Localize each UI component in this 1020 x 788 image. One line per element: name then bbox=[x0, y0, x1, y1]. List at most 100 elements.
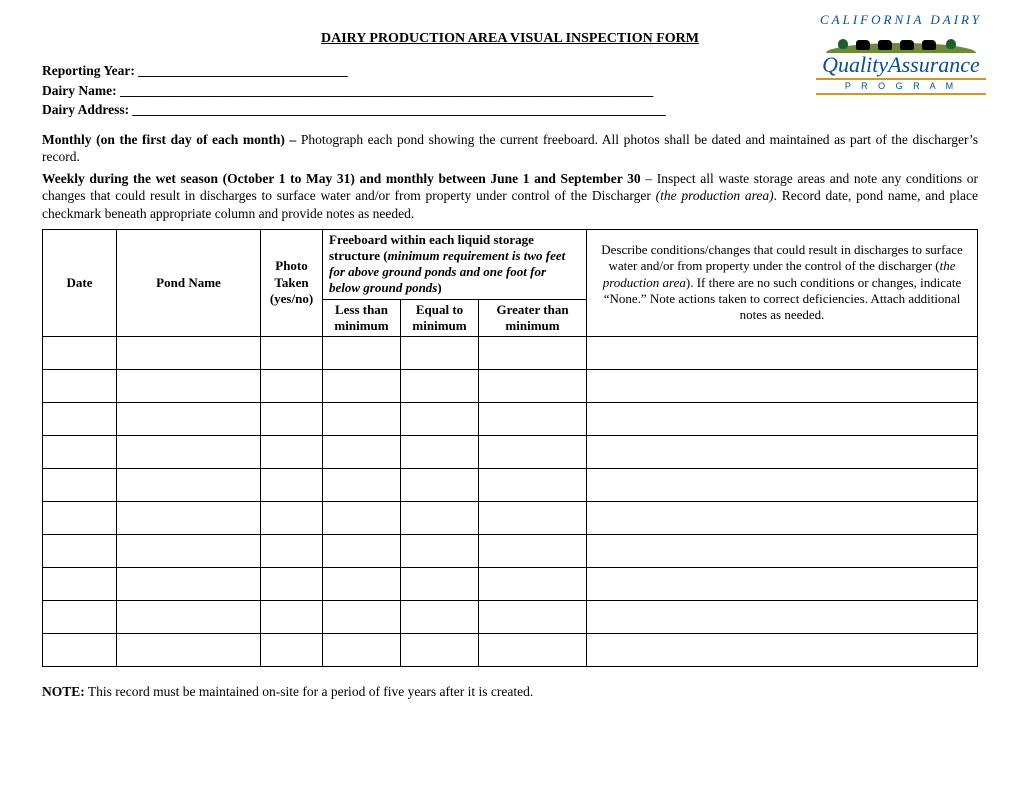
col-less: Less thanminimum bbox=[323, 299, 401, 337]
table-cell[interactable] bbox=[401, 568, 479, 601]
table-cell[interactable] bbox=[117, 634, 261, 667]
table-cell[interactable] bbox=[587, 469, 978, 502]
dairy-name-label: Dairy Name: bbox=[42, 83, 117, 98]
table-cell[interactable] bbox=[261, 502, 323, 535]
table-cell[interactable] bbox=[587, 370, 978, 403]
instructions-weekly: Weekly during the wet season (October 1 … bbox=[42, 170, 978, 223]
table-cell[interactable] bbox=[117, 601, 261, 634]
table-cell[interactable] bbox=[261, 337, 323, 370]
instructions-monthly-bold: Monthly (on the first day of each month)… bbox=[42, 132, 301, 147]
table-cell[interactable] bbox=[117, 370, 261, 403]
table-cell[interactable] bbox=[401, 469, 479, 502]
table-cell[interactable] bbox=[401, 370, 479, 403]
table-cell[interactable] bbox=[479, 568, 587, 601]
logo-illustration bbox=[816, 31, 986, 53]
table-cell[interactable] bbox=[587, 634, 978, 667]
table-cell[interactable] bbox=[587, 568, 978, 601]
table-cell[interactable] bbox=[401, 535, 479, 568]
table-cell[interactable] bbox=[401, 601, 479, 634]
table-cell[interactable] bbox=[261, 535, 323, 568]
table-cell[interactable] bbox=[261, 601, 323, 634]
table-row bbox=[43, 337, 978, 370]
logo: CALIFORNIA DAIRY QualityAssurance P R O … bbox=[816, 12, 986, 112]
table-cell[interactable] bbox=[261, 568, 323, 601]
table-cell[interactable] bbox=[323, 634, 401, 667]
table-cell[interactable] bbox=[43, 535, 117, 568]
dairy-address-label: Dairy Address: bbox=[42, 102, 129, 117]
dairy-name-line: ________________________________________… bbox=[117, 83, 654, 98]
table-cell[interactable] bbox=[117, 337, 261, 370]
table-body bbox=[43, 337, 978, 667]
table-cell[interactable] bbox=[587, 502, 978, 535]
table-cell[interactable] bbox=[261, 436, 323, 469]
col-freeboard-group: Freeboard within each liquid storage str… bbox=[323, 229, 587, 299]
table-cell[interactable] bbox=[479, 469, 587, 502]
reporting-year-label: Reporting Year: bbox=[42, 63, 135, 78]
instructions-monthly: Monthly (on the first day of each month)… bbox=[42, 131, 978, 166]
logo-arc-text: CALIFORNIA DAIRY bbox=[816, 12, 986, 29]
table-cell[interactable] bbox=[479, 370, 587, 403]
table-cell[interactable] bbox=[43, 469, 117, 502]
table-row bbox=[43, 601, 978, 634]
table-cell[interactable] bbox=[117, 535, 261, 568]
table-cell[interactable] bbox=[479, 403, 587, 436]
table-cell[interactable] bbox=[587, 535, 978, 568]
table-cell[interactable] bbox=[323, 502, 401, 535]
table-cell[interactable] bbox=[117, 436, 261, 469]
table-cell[interactable] bbox=[587, 601, 978, 634]
table-cell[interactable] bbox=[587, 403, 978, 436]
col-equal: Equal tominimum bbox=[401, 299, 479, 337]
table-cell[interactable] bbox=[323, 601, 401, 634]
logo-quality-assurance: QualityAssurance bbox=[816, 55, 986, 76]
table-cell[interactable] bbox=[401, 436, 479, 469]
table-row bbox=[43, 370, 978, 403]
col-greater: Greater thanminimum bbox=[479, 299, 587, 337]
table-cell[interactable] bbox=[323, 436, 401, 469]
table-cell[interactable] bbox=[479, 634, 587, 667]
col-photo: Photo Taken (yes/no) bbox=[261, 229, 323, 337]
table-cell[interactable] bbox=[479, 535, 587, 568]
table-cell[interactable] bbox=[323, 370, 401, 403]
table-cell[interactable] bbox=[323, 337, 401, 370]
table-cell[interactable] bbox=[117, 469, 261, 502]
table-cell[interactable] bbox=[587, 436, 978, 469]
table-cell[interactable] bbox=[401, 403, 479, 436]
table-cell[interactable] bbox=[323, 535, 401, 568]
table-cell[interactable] bbox=[479, 337, 587, 370]
table-cell[interactable] bbox=[261, 370, 323, 403]
table-cell[interactable] bbox=[117, 403, 261, 436]
table-cell[interactable] bbox=[261, 469, 323, 502]
table-cell[interactable] bbox=[323, 469, 401, 502]
table-cell[interactable] bbox=[43, 502, 117, 535]
table-cell[interactable] bbox=[43, 601, 117, 634]
reporting-year-line: _______________________________ bbox=[135, 63, 348, 78]
table-row bbox=[43, 469, 978, 502]
footer-note-bold: NOTE: bbox=[42, 684, 85, 699]
table-cell[interactable] bbox=[401, 337, 479, 370]
table-cell[interactable] bbox=[323, 403, 401, 436]
table-cell[interactable] bbox=[43, 370, 117, 403]
table-row bbox=[43, 535, 978, 568]
table-cell[interactable] bbox=[117, 502, 261, 535]
table-cell[interactable] bbox=[323, 568, 401, 601]
table-cell[interactable] bbox=[43, 403, 117, 436]
instructions-weekly-bold: Weekly during the wet season (October 1 … bbox=[42, 171, 641, 186]
table-cell[interactable] bbox=[43, 568, 117, 601]
table-row bbox=[43, 634, 978, 667]
table-cell[interactable] bbox=[479, 502, 587, 535]
table-cell[interactable] bbox=[587, 337, 978, 370]
table-cell[interactable] bbox=[43, 436, 117, 469]
table-cell[interactable] bbox=[479, 601, 587, 634]
col-date: Date bbox=[43, 229, 117, 337]
table-cell[interactable] bbox=[479, 436, 587, 469]
table-cell[interactable] bbox=[261, 403, 323, 436]
table-cell[interactable] bbox=[261, 634, 323, 667]
table-cell[interactable] bbox=[43, 634, 117, 667]
table-row bbox=[43, 403, 978, 436]
table-cell[interactable] bbox=[401, 634, 479, 667]
table-cell[interactable] bbox=[401, 502, 479, 535]
col-description: Describe conditions/changes that could r… bbox=[587, 229, 978, 337]
table-cell[interactable] bbox=[117, 568, 261, 601]
table-cell[interactable] bbox=[43, 337, 117, 370]
table-row bbox=[43, 568, 978, 601]
